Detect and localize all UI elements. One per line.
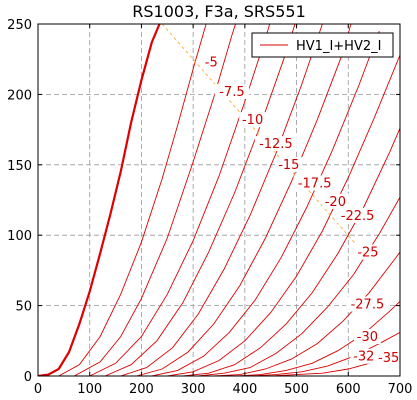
curve-line bbox=[167, 54, 400, 376]
curve-line bbox=[213, 251, 400, 376]
axis-ticks: 0 100 200 300 400 500 600 700 0 50 100 150 200 250 bbox=[7, 18, 412, 397]
curve-label-bg bbox=[239, 112, 267, 128]
curve-label-bg bbox=[336, 207, 379, 223]
curve-line bbox=[89, 24, 271, 376]
curve-line bbox=[136, 24, 352, 376]
x-tick-label: 600 bbox=[336, 382, 361, 397]
curve-line bbox=[73, 24, 236, 376]
x-tick-label: 200 bbox=[129, 382, 154, 397]
curve-label: -12.5 bbox=[259, 137, 293, 152]
curve-label-bg bbox=[354, 244, 382, 260]
curve-label: -30 bbox=[357, 330, 378, 345]
grid bbox=[38, 24, 400, 376]
curve-label-bg bbox=[201, 54, 221, 70]
curve-label: -22.5 bbox=[341, 209, 375, 224]
curve-label: -32 bbox=[353, 350, 374, 365]
y-tick-label: 50 bbox=[15, 300, 32, 315]
curve-label-bg bbox=[293, 175, 336, 191]
curve-label: -10 bbox=[242, 113, 263, 128]
curve-label-bg bbox=[214, 83, 250, 99]
plot-frame bbox=[37, 23, 401, 377]
curve-label: -25 bbox=[357, 246, 378, 261]
x-tick-label: 500 bbox=[284, 382, 309, 397]
curve-label: -20 bbox=[325, 195, 346, 210]
curve-label-bg bbox=[321, 193, 349, 209]
chart-title: RS1003, F3a, SRS551 bbox=[132, 2, 306, 21]
curve-label-bg bbox=[350, 348, 378, 364]
curve-label-bg bbox=[375, 350, 403, 366]
curve-line bbox=[120, 24, 323, 376]
y-tick-label: 150 bbox=[7, 159, 32, 174]
y-tick-label: 0 bbox=[24, 370, 32, 385]
legend-entry: HV1_I+HV2_I bbox=[296, 39, 381, 54]
curve-label: -7.5 bbox=[219, 85, 244, 100]
curve-line bbox=[151, 30, 380, 376]
x-tick-label: 400 bbox=[232, 382, 257, 397]
curve-label: -15 bbox=[278, 158, 299, 173]
y-tick-label: 250 bbox=[7, 18, 32, 33]
curve-label: -17.5 bbox=[298, 177, 332, 192]
curve-labels: -5-7.5 -10 -12.5 -15 -17.5 -20-22.5 -25 -27.5 -3… bbox=[201, 54, 403, 366]
curve-label: -27.5 bbox=[351, 298, 385, 313]
curve-label: -5 bbox=[205, 55, 218, 70]
curve-line bbox=[182, 128, 400, 376]
curve-label: -35 bbox=[378, 351, 399, 366]
y-tick-label: 100 bbox=[7, 229, 32, 244]
curve-label-bg bbox=[354, 328, 381, 344]
curve-label-bg bbox=[346, 296, 389, 312]
legend: HV1_I+HV2_I bbox=[251, 32, 394, 58]
curve-label-bg bbox=[275, 157, 303, 173]
curve-line bbox=[58, 24, 207, 376]
x-tick-label: 700 bbox=[388, 382, 413, 397]
curve-label-bg bbox=[254, 136, 297, 152]
y-tick-label: 200 bbox=[7, 88, 32, 103]
curve-line bbox=[234, 301, 400, 376]
x-tick-label: 0 bbox=[34, 382, 42, 397]
curve-line bbox=[38, 24, 161, 376]
curve-line bbox=[105, 24, 296, 376]
x-tick-label: 100 bbox=[77, 382, 102, 397]
x-tick-label: 300 bbox=[181, 382, 206, 397]
